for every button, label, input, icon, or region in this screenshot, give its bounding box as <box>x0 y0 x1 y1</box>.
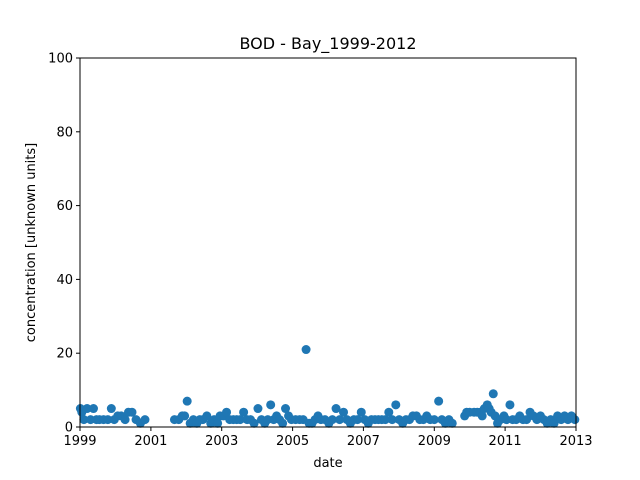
data-point <box>434 396 444 406</box>
x-axis-label: date <box>313 456 342 471</box>
data-point <box>570 415 580 425</box>
x-tick-label: 1999 <box>63 434 96 449</box>
data-point <box>501 415 511 425</box>
data-point <box>106 404 116 414</box>
y-axis-label: concentration [unknown units] <box>24 143 39 342</box>
data-point <box>429 415 439 425</box>
x-tick-label: 2011 <box>489 434 522 449</box>
data-point <box>266 400 276 410</box>
y-tick-label: 0 <box>65 421 73 436</box>
data-point <box>88 404 98 414</box>
data-point <box>103 415 113 425</box>
x-tick-label: 2009 <box>418 434 451 449</box>
data-point <box>352 415 362 425</box>
data-point <box>180 411 190 421</box>
data-point <box>120 415 130 425</box>
y-tick-label: 80 <box>56 125 73 140</box>
data-point <box>301 345 311 355</box>
x-tick-label: 2003 <box>205 434 238 449</box>
data-point <box>127 407 137 417</box>
chart-title: BOD - Bay_1999-2012 <box>239 34 416 54</box>
x-tick-label: 2007 <box>347 434 380 449</box>
y-tick-label: 20 <box>56 347 73 362</box>
x-tick-label: 2013 <box>559 434 592 449</box>
data-point <box>235 415 245 425</box>
y-tick-label: 60 <box>56 199 73 214</box>
data-point <box>222 407 232 417</box>
data-point <box>239 407 249 417</box>
data-point <box>387 415 397 425</box>
data-point <box>82 404 92 414</box>
data-point <box>488 389 498 399</box>
data-point <box>202 411 212 421</box>
data-point <box>339 407 349 417</box>
data-point <box>356 407 366 417</box>
data-point <box>391 400 401 410</box>
y-tick-label: 40 <box>56 273 73 288</box>
data-point <box>278 418 288 428</box>
data-point <box>384 407 394 417</box>
x-tick-label: 2005 <box>276 434 309 449</box>
plot-area <box>80 58 576 427</box>
data-point <box>249 418 259 428</box>
x-axis-ticks: 1999 2001 2003 2005 2007 2009 2011 2013 <box>63 427 593 449</box>
x-tick-label: 2001 <box>134 434 167 449</box>
data-point <box>380 415 390 425</box>
data-point <box>447 418 457 428</box>
y-axis-ticks: 0 20 40 60 80 100 <box>48 52 80 436</box>
data-point <box>522 415 532 425</box>
data-point <box>281 404 291 414</box>
data-point <box>182 396 192 406</box>
data-point <box>335 415 345 425</box>
data-points <box>75 345 580 428</box>
y-tick-label: 100 <box>48 52 73 67</box>
data-point <box>327 415 337 425</box>
data-point <box>79 415 89 425</box>
data-point <box>331 404 341 414</box>
data-point <box>140 415 150 425</box>
data-point <box>477 411 487 421</box>
plot-frame <box>79 57 577 428</box>
data-point <box>253 404 263 414</box>
data-point <box>505 400 515 410</box>
data-point <box>213 418 223 428</box>
data-point <box>549 418 559 428</box>
